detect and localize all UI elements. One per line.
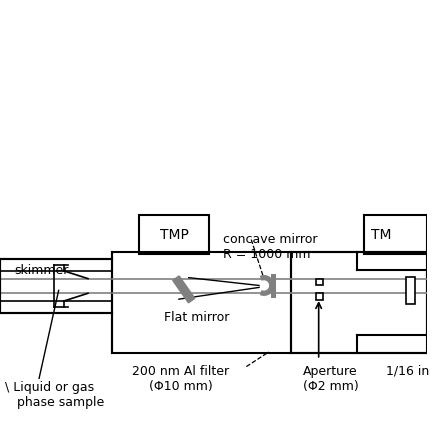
Bar	[364, 215, 427, 254]
Text: TM: TM	[371, 228, 392, 242]
Text: TMP: TMP	[160, 228, 188, 242]
Bar	[316, 293, 323, 300]
Text: \ Liquid or gas
   phase sample: \ Liquid or gas phase sample	[5, 381, 104, 409]
Text: concave mirror
R = 1000 mm: concave mirror R = 1000 mm	[223, 232, 317, 261]
Text: 1/16 in: 1/16 in	[386, 364, 430, 378]
Text: Flat mirror: Flat mirror	[164, 311, 229, 324]
Bar	[271, 274, 276, 298]
Bar	[112, 252, 291, 353]
Polygon shape	[173, 276, 195, 303]
Text: skimmer: skimmer	[15, 264, 69, 277]
Text: Aperture
(Φ2 mm): Aperture (Φ2 mm)	[303, 364, 359, 392]
Bar	[291, 252, 427, 353]
Bar	[406, 277, 416, 304]
Bar	[139, 215, 209, 254]
Wedge shape	[260, 276, 274, 295]
Text: 200 nm Al filter
(Φ10 mm): 200 nm Al filter (Φ10 mm)	[132, 364, 229, 392]
Bar	[0, 259, 112, 313]
Bar	[316, 279, 323, 285]
